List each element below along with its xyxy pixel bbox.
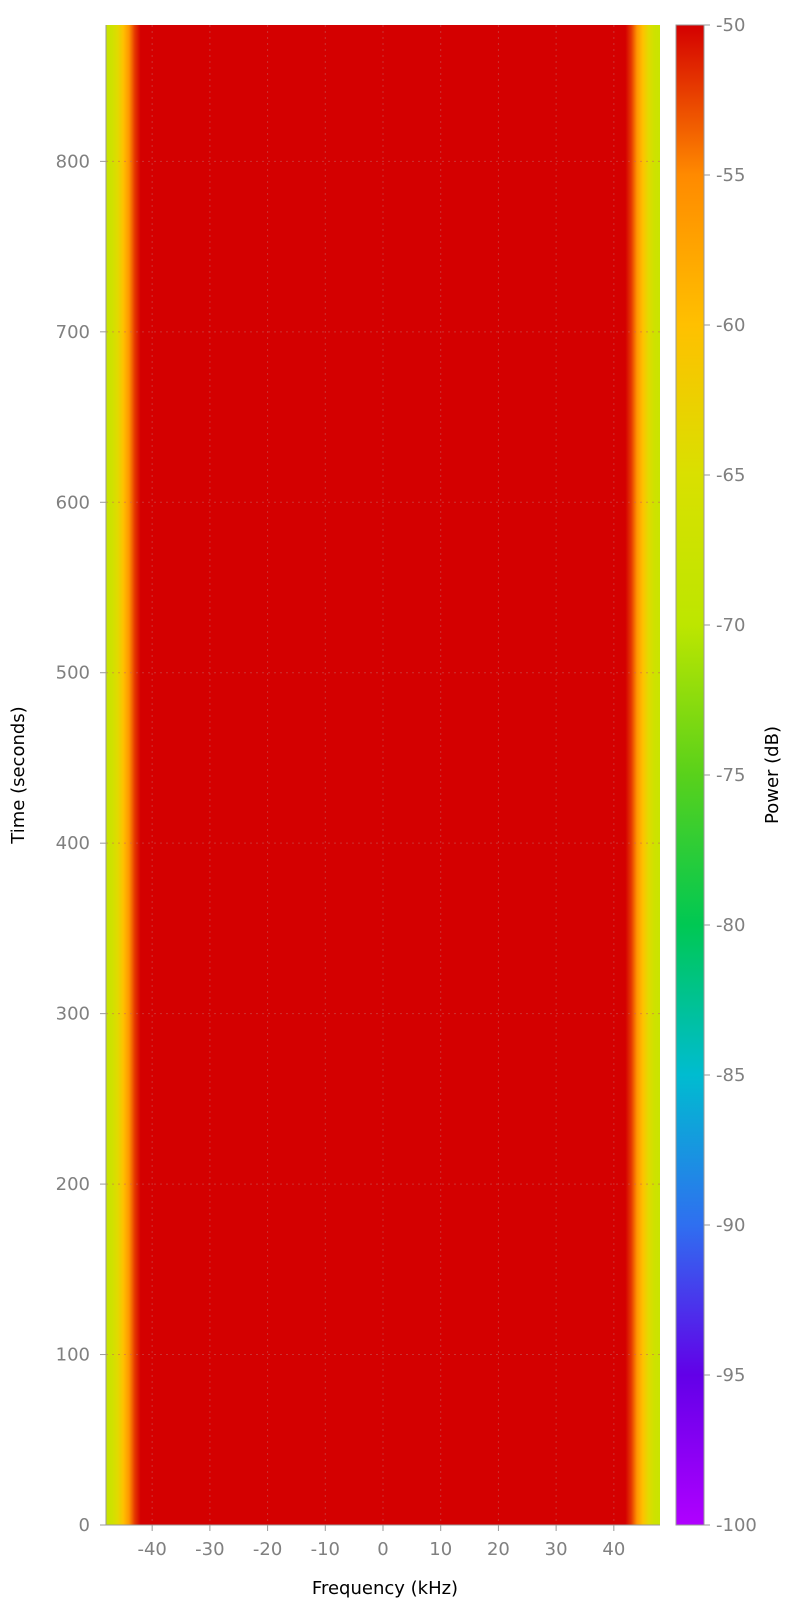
colorbar-tick-label: -55 xyxy=(716,165,745,186)
x-tick-label: 40 xyxy=(602,1539,625,1560)
colorbar-tick-label: -95 xyxy=(716,1365,745,1386)
colorbar-tick-label: -75 xyxy=(716,765,745,786)
x-axis-label: Frequency (kHz) xyxy=(312,1578,458,1599)
y-tick-label: 0 xyxy=(79,1515,90,1536)
y-tick-label: 200 xyxy=(56,1174,90,1195)
y-tick-label: 600 xyxy=(56,492,90,513)
x-tick-label: -30 xyxy=(195,1539,224,1560)
y-tick-label: 700 xyxy=(56,322,90,343)
grid-lines xyxy=(106,25,660,1526)
y-axis-ticks: 0 100 200 300 400 500 600 700 800 xyxy=(56,151,106,1536)
colorbar-tick-label: -70 xyxy=(716,615,745,636)
colorbar-tick-label: -80 xyxy=(716,915,745,936)
colorbar-tick-label: -85 xyxy=(716,1065,745,1086)
x-tick-label: -20 xyxy=(253,1539,282,1560)
x-axis-ticks: -40 -30 -20 -10 0 10 20 30 40 xyxy=(137,1525,625,1560)
x-tick-label: -10 xyxy=(311,1539,340,1560)
colorbar-ticks: -50 -55 -60 -65 -70 -75 -80 -85 -90 -95 -100 xyxy=(704,15,757,1536)
x-tick-label: 10 xyxy=(429,1539,452,1560)
y-axis-label: Time (seconds) xyxy=(8,706,29,844)
y-tick-label: 400 xyxy=(56,833,90,854)
colorbar-tick-label: -60 xyxy=(716,315,745,336)
y-tick-label: 800 xyxy=(56,151,90,172)
y-tick-label: 100 xyxy=(56,1345,90,1366)
x-tick-label: 20 xyxy=(487,1539,510,1560)
y-tick-label: 500 xyxy=(56,663,90,684)
colorbar-tick-label: -100 xyxy=(716,1515,757,1536)
colorbar xyxy=(675,24,705,1526)
colorbar-tick-label: -50 xyxy=(716,15,745,36)
colorbar-label: Power (dB) xyxy=(762,726,783,824)
y-tick-label: 300 xyxy=(56,1004,90,1025)
x-tick-label: -40 xyxy=(137,1539,166,1560)
x-tick-label: 0 xyxy=(377,1539,388,1560)
colorbar-tick-label: -90 xyxy=(716,1215,745,1236)
colorbar-tick-label: -65 xyxy=(716,465,745,486)
x-tick-label: 30 xyxy=(545,1539,568,1560)
